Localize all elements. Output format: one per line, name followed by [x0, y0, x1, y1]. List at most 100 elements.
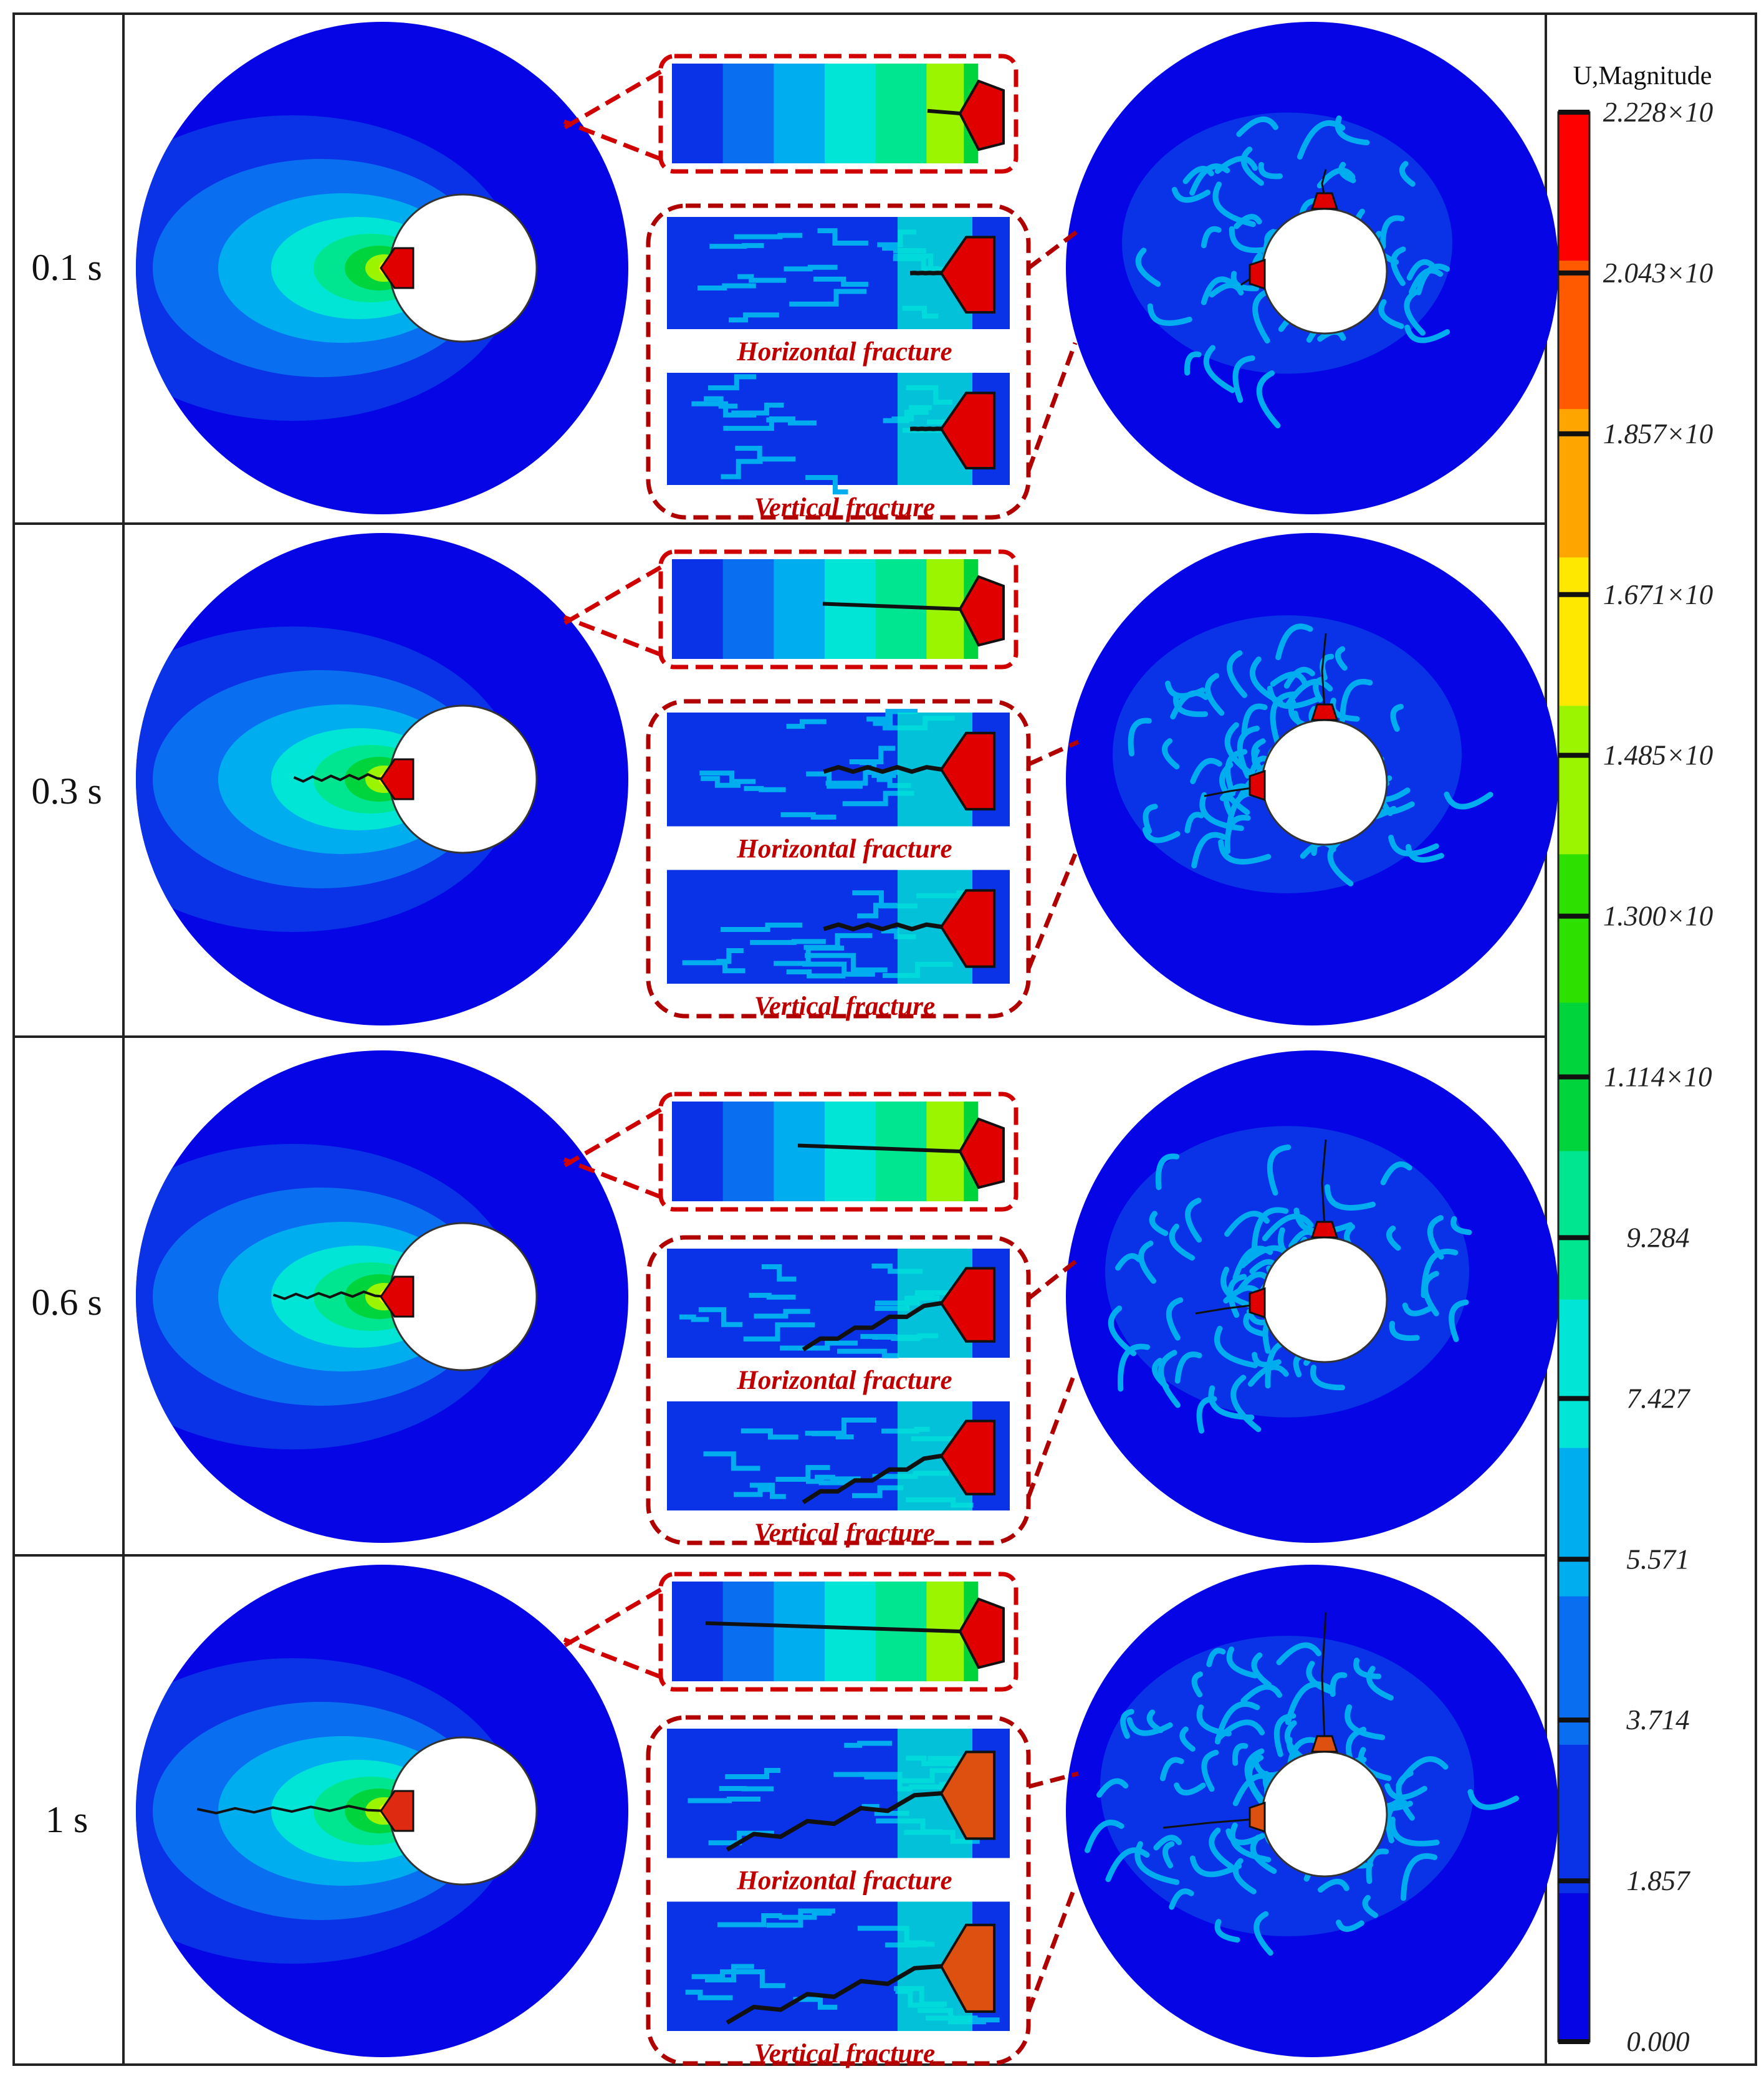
legend-tick-label-7: 9.284 [1626, 1222, 1689, 1253]
zoom-band [672, 64, 724, 163]
zoom-band [780, 815, 836, 817]
right-model-3 [1066, 1565, 1558, 2057]
borehole-right-2 [1262, 1237, 1387, 1362]
legend-swatch-5 [1558, 854, 1589, 1003]
legend-swatch-3 [1558, 557, 1589, 706]
zoom-band [774, 559, 825, 659]
zoom-band [734, 236, 802, 237]
time-label-1: 0.3 s [14, 770, 120, 813]
zoom-crack-top [928, 111, 960, 113]
zoom-band [825, 1582, 876, 1681]
zoom-band [806, 1481, 850, 1482]
zoom-vertical-3: Vertical fracture [667, 1902, 1010, 2069]
zoom-band [876, 64, 928, 163]
caption-vertical: Vertical fracture [754, 992, 935, 1021]
caption-horizontal: Horizontal fracture [736, 1866, 952, 1896]
legend-tick-label-8: 7.427 [1626, 1383, 1691, 1414]
charge-top-3 [1312, 1736, 1337, 1752]
legend-tick-label-0: 2.228×10 [1603, 97, 1714, 128]
zoom-band [723, 559, 775, 659]
zoom-band [723, 1582, 775, 1681]
legend-swatch-8 [1558, 1300, 1589, 1449]
time-label-3: 1 s [14, 1798, 120, 1841]
zoom-band [825, 1102, 876, 1201]
legend-swatch-7 [1558, 1151, 1589, 1300]
connector-top-a [564, 567, 661, 623]
zoom-band [697, 286, 756, 288]
legend-tick-label-2: 1.857×10 [1603, 418, 1714, 449]
zoom-horizontal-0: Horizontal fracture [667, 217, 1010, 367]
left-model-0 [69, 22, 628, 514]
legend-tick-label-10: 3.714 [1626, 1704, 1689, 1736]
zoom-band [774, 1102, 825, 1201]
legend-tick-label-6: 1.114×10 [1604, 1062, 1712, 1093]
left-model-1 [69, 533, 628, 1025]
insets-0: Horizontal fracture Vertical fracture [564, 56, 1078, 522]
legend-swatch-9 [1558, 1448, 1589, 1597]
charge-left-2 [1250, 1289, 1265, 1317]
borehole-right-0 [1262, 209, 1387, 334]
zoom-band [844, 1743, 892, 1745]
legend-tick-label-12: 0.000 [1626, 2026, 1689, 2057]
charge-top-0 [1312, 193, 1337, 209]
color-legend: U,Magnitude2.228×102.043×101.857×101.671… [1558, 62, 1713, 2057]
zoom-band [744, 789, 786, 790]
connector-bottom-b [1028, 854, 1075, 969]
borehole-right-1 [1262, 720, 1387, 845]
zoom-band [784, 267, 837, 269]
connector-bottom-b [1028, 1886, 1075, 2012]
connector-bottom-b [1028, 343, 1075, 471]
legend-tick-label-4: 1.485×10 [1603, 740, 1714, 771]
charge-left-3 [1250, 1803, 1265, 1832]
legend-tick-label-3: 1.671×10 [1603, 579, 1714, 610]
zoom-band [672, 1582, 724, 1681]
zoom-vertical-2: Vertical fracture [667, 1401, 1010, 1548]
zoom-band [774, 1582, 825, 1681]
zoom-vertical-1: Vertical fracture [667, 870, 1010, 1022]
zoom-horizontal-3: Horizontal fracture [667, 1729, 1010, 1896]
caption-vertical: Vertical fracture [754, 2039, 935, 2068]
legend-tick-label-11: 1.857 [1626, 1865, 1691, 1896]
charge-left-0 [1250, 260, 1265, 289]
row-3: Horizontal fracture Vertical fracture [69, 1565, 1558, 2068]
right-model-2 [1066, 1050, 1558, 1543]
legend-title: U,Magnitude [1573, 62, 1712, 90]
left-model-2 [69, 1050, 628, 1543]
zoom-band [723, 1102, 775, 1201]
zoom-horizontal-1: Horizontal fracture [667, 711, 1010, 863]
right-model-0 [1066, 22, 1558, 514]
legend-swatch-0 [1558, 112, 1589, 261]
charge-top-1 [1312, 704, 1337, 720]
legend-swatch-11 [1558, 1745, 1589, 1894]
borehole-right-3 [1262, 1752, 1387, 1876]
caption-horizontal: Horizontal fracture [736, 835, 952, 864]
zoom-horizontal-2: Horizontal fracture [667, 1249, 1010, 1395]
zoom-band [749, 1295, 796, 1297]
zoom-content-top-3 [672, 1582, 1004, 1681]
zoom-content-top-1 [672, 559, 1004, 659]
caption-vertical: Vertical fracture [754, 493, 935, 522]
zoom-band [825, 64, 876, 163]
legend-swatch-1 [1558, 261, 1589, 410]
legend-swatch-12 [1558, 1893, 1589, 2042]
zoom-band [672, 1102, 724, 1201]
charge-left-1 [1250, 771, 1265, 800]
charge-top-2 [1312, 1222, 1337, 1237]
zoom-content-top-2 [672, 1102, 1004, 1201]
legend-tick-label-9: 5.571 [1626, 1544, 1689, 1575]
legend-tick-label-5: 1.300×10 [1603, 901, 1714, 932]
zoom-band [672, 559, 724, 659]
zoom-band [825, 559, 876, 659]
zoom-band [750, 941, 826, 942]
insets-3: Horizontal fracture Vertical fracture [564, 1574, 1078, 2068]
zoom-band [679, 1317, 709, 1320]
connector-bottom-b [1028, 1371, 1075, 1497]
time-label-2: 0.6 s [14, 1281, 120, 1324]
zoom-vertical-0: Vertical fracture [667, 373, 1010, 522]
row-0: Horizontal fracture Vertical fracture [69, 22, 1558, 522]
